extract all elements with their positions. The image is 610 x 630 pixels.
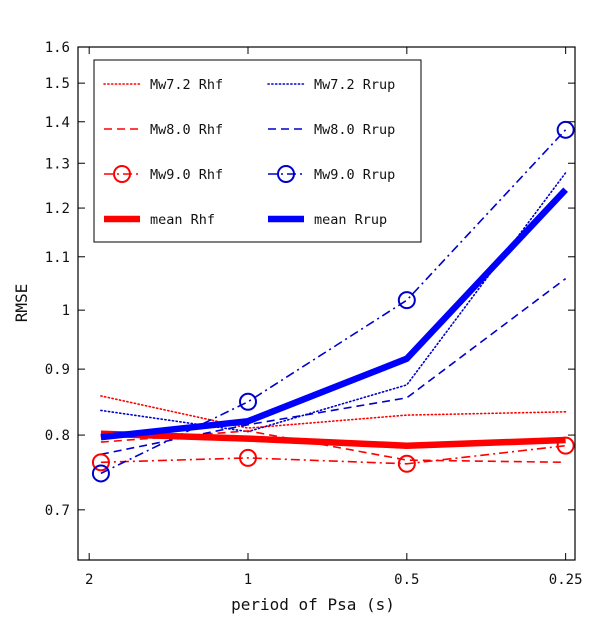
- y-tick-label-8: 1.5: [45, 76, 70, 92]
- series-line-mw7-2-rhf: [100, 395, 567, 429]
- series-mw7-2-rrup: [100, 172, 567, 433]
- y-tick-label-7: 1.4: [45, 115, 70, 131]
- x-tick-label-3: 0.25: [549, 572, 583, 588]
- y-tick-label-2: 0.9: [45, 362, 70, 378]
- ticks-layer: 2 1 0.5 0.25 0.7 0.8 0.9 1 1.1 1.2 1.3 1.4 1.5 1.6: [45, 40, 583, 588]
- legend-label-mw8-0-rhf: Mw8.0 Rhf: [150, 122, 223, 138]
- series-line-mw8-0-rrup: [100, 277, 567, 456]
- series-mean-rrup: [100, 187, 568, 441]
- y-tick-label-9: 1.6: [45, 40, 70, 56]
- y-tick-label-0: 0.7: [45, 503, 70, 519]
- series-line-mean-rrup: [100, 187, 568, 441]
- plot-frame: [77, 46, 576, 561]
- legend-box: [93, 59, 422, 243]
- legend-label-mw7-2-rrup: Mw7.2 Rrup: [314, 77, 395, 93]
- marker-mw9-0-rrup-3: [556, 120, 575, 139]
- legend: Mw7.2 Rhf Mw8.0 Rhf Mw9.0 Rhf mean Rhf Mw7.2…: [93, 59, 422, 243]
- y-tick-label-4: 1.1: [45, 250, 70, 266]
- x-tick-label-1: 1: [244, 572, 252, 588]
- series-line-mean-rhf: [100, 430, 566, 449]
- y-tick-label-6: 1.3: [45, 156, 70, 172]
- legend-label-mean-rrup: mean Rrup: [314, 212, 387, 228]
- y-axis-title: RMSE: [12, 284, 31, 323]
- legend-label-mw9-0-rrup: Mw9.0 Rrup: [314, 167, 395, 183]
- series-mw7-2-rhf: [100, 395, 567, 429]
- marker-mw9-0-rrup-1: [239, 392, 258, 411]
- series-mw8-0-rhf: [100, 430, 566, 464]
- marker-mw9-0-rrup-0: [91, 464, 110, 483]
- x-tick-label-2: 0.5: [394, 572, 419, 588]
- x-axis-title: period of Psa (s): [231, 595, 395, 614]
- legend-label-mw7-2-rhf: Mw7.2 Rhf: [150, 77, 223, 93]
- series-line-mw8-0-rhf: [100, 430, 566, 464]
- marker-mw9-0-rrup-2: [397, 291, 416, 310]
- series-mean-rhf: [100, 430, 566, 449]
- legend-label-mean-rhf: mean Rhf: [150, 212, 215, 228]
- marker-mw9-0-rhf-0: [91, 453, 110, 472]
- marker-mw9-0-rhf-2: [397, 454, 416, 473]
- legend-label-mw9-0-rhf: Mw9.0 Rhf: [150, 167, 223, 183]
- series-line-mw7-2-rrup: [100, 172, 567, 433]
- series-mw9-0-rhf: [91, 436, 575, 473]
- series-line-mw9-0-rhf: [100, 444, 566, 465]
- y-tick-label-3: 1: [62, 303, 70, 319]
- legend-label-mw8-0-rrup: Mw8.0 Rrup: [314, 122, 395, 138]
- legend-marker-mw9-0-rrup: [277, 165, 295, 183]
- series-mw8-0-rrup: [100, 277, 567, 456]
- series-layer: [91, 120, 575, 483]
- x-tick-label-0: 2: [85, 572, 93, 588]
- marker-mw9-0-rhf-3: [556, 436, 575, 455]
- marker-mw9-0-rhf-1: [239, 448, 258, 467]
- legend-marker-mw9-0-rhf: [113, 165, 131, 183]
- y-tick-label-1: 0.8: [45, 428, 70, 444]
- y-tick-label-5: 1.2: [45, 201, 70, 217]
